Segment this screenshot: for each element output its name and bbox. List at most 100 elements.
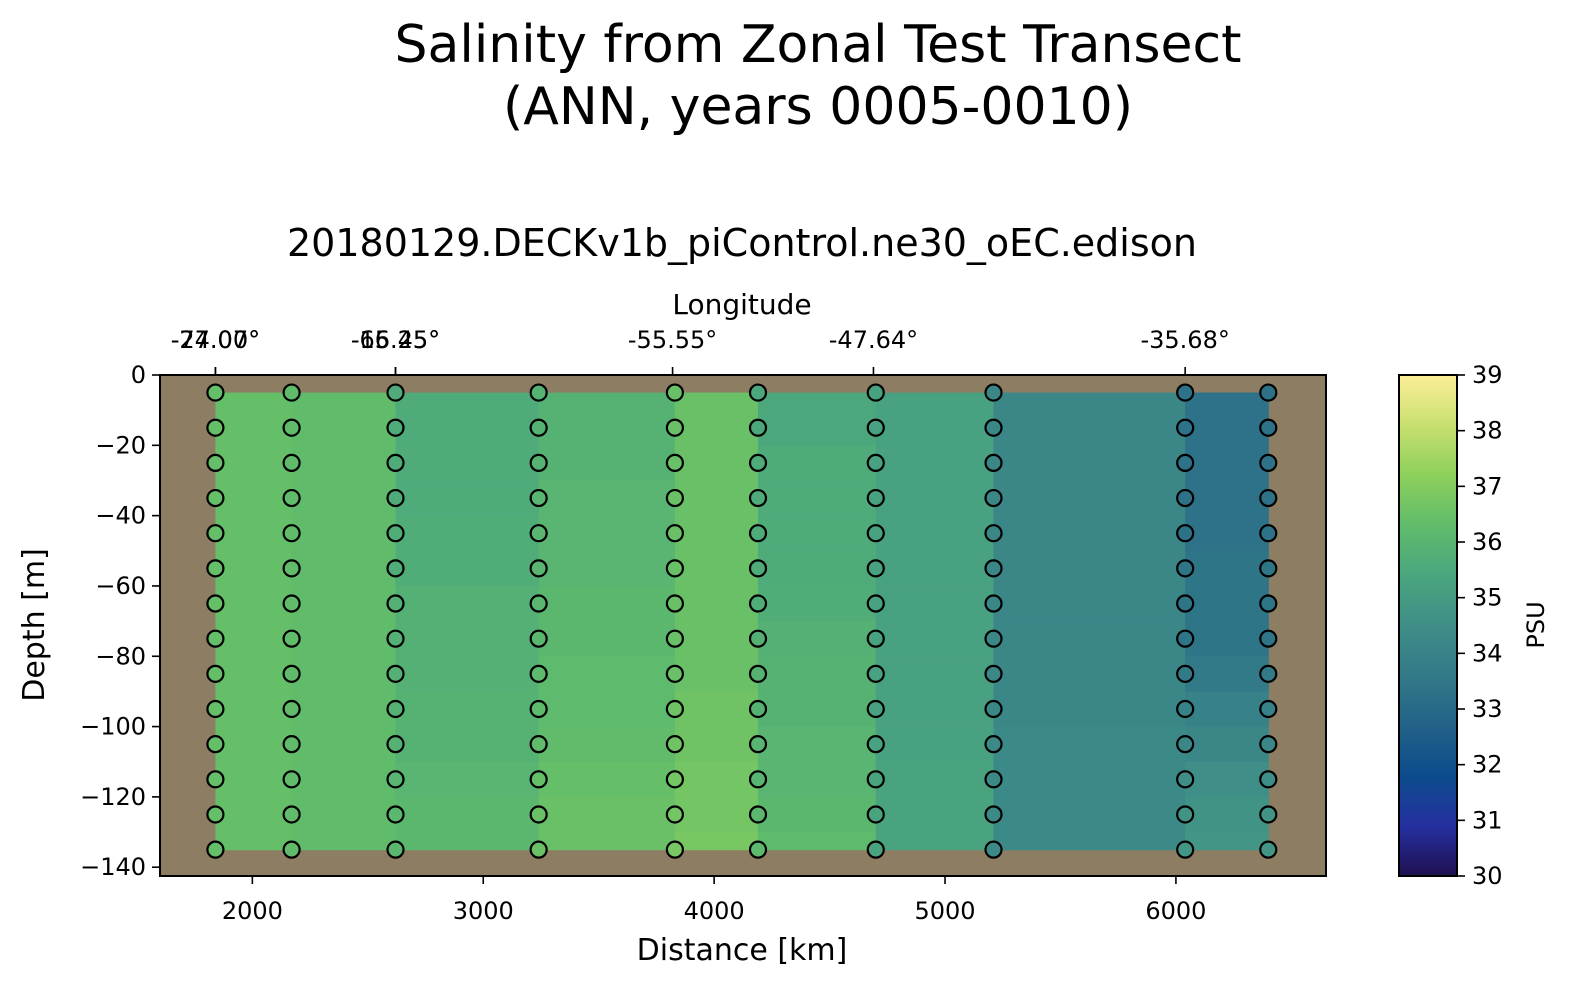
station-marker	[984, 418, 1003, 437]
station-marker	[529, 735, 548, 754]
salinity-cell	[674, 691, 759, 728]
station-marker	[282, 735, 301, 754]
x-axis: 2000 3000 4000 5000 6000	[222, 876, 1206, 925]
salinity-cell	[758, 761, 877, 798]
station-marker	[748, 805, 768, 824]
y-tick-label: −140	[80, 853, 146, 881]
station-marker	[866, 735, 885, 754]
colorbar: 30 31 32 33 34 35 36 37 38 39 PSU	[1398, 361, 1550, 890]
salinity-cell	[291, 621, 397, 657]
salinity-cell	[1185, 691, 1269, 728]
colorbar-tick-label: 30	[1472, 862, 1503, 890]
station-markers	[206, 383, 1278, 859]
station-marker	[206, 524, 225, 543]
station-marker	[206, 383, 225, 402]
salinity-cell	[674, 621, 759, 657]
salinity-cell	[758, 480, 877, 517]
y-tick-label: −20	[95, 431, 146, 459]
station-marker	[529, 453, 548, 472]
salinity-cell	[215, 585, 293, 622]
station-marker	[748, 488, 768, 508]
salinity-cell	[993, 392, 1186, 411]
salinity-cell	[538, 585, 676, 622]
station-marker	[866, 805, 885, 824]
station-marker	[866, 629, 885, 648]
station-marker	[1176, 383, 1195, 402]
station-marker	[386, 559, 405, 578]
salinity-cell	[674, 445, 759, 482]
station-marker	[386, 383, 405, 402]
salinity-cell	[875, 550, 995, 587]
station-marker	[386, 770, 405, 789]
salinity-cell	[875, 445, 995, 482]
salinity-cell	[215, 656, 293, 693]
salinity-cell	[215, 392, 293, 411]
station-marker	[1176, 488, 1195, 508]
station-marker	[866, 594, 885, 613]
salinity-cell	[395, 621, 540, 657]
y-axis-label: Depth [m]	[17, 548, 52, 702]
station-marker	[665, 840, 684, 859]
salinity-cell	[758, 445, 877, 482]
station-marker	[1259, 840, 1278, 859]
y-tick-label: −120	[80, 783, 146, 811]
salinity-cell	[1185, 480, 1269, 517]
station-marker	[1259, 418, 1278, 437]
station-marker	[866, 383, 885, 402]
station-marker	[206, 629, 225, 648]
station-marker	[665, 594, 684, 613]
salinity-cell	[395, 656, 540, 693]
salinity-cell	[758, 550, 877, 587]
station-marker	[984, 594, 1003, 613]
station-marker	[206, 699, 225, 719]
salinity-cell	[674, 761, 759, 798]
salinity-cell	[538, 796, 676, 833]
salinity-cell	[758, 585, 877, 622]
salinity-cell	[538, 480, 676, 517]
salinity-cell	[758, 392, 877, 411]
salinity-cell	[993, 761, 1186, 798]
salinity-cell	[875, 832, 995, 851]
station-marker	[386, 594, 405, 613]
station-marker	[529, 840, 548, 859]
station-marker	[206, 559, 225, 578]
station-marker	[1259, 383, 1278, 402]
station-marker	[665, 488, 684, 508]
salinity-cell	[395, 550, 540, 587]
station-marker	[748, 840, 768, 859]
salinity-cell	[395, 832, 540, 851]
salinity-cell	[875, 761, 995, 798]
station-marker	[665, 418, 684, 437]
salinity-cell	[395, 410, 540, 446]
top-axis-label: Longitude	[672, 288, 811, 321]
salinity-cell	[875, 656, 995, 693]
x-tick-label: 5000	[914, 897, 975, 925]
station-marker	[282, 488, 301, 508]
station-marker	[282, 699, 301, 719]
salinity-cell	[1185, 410, 1269, 446]
salinity-cell	[875, 410, 995, 446]
salinity-cell	[291, 796, 397, 833]
colorbar-tick-label: 31	[1472, 806, 1503, 834]
station-marker	[206, 664, 225, 683]
station-marker	[984, 664, 1003, 683]
salinity-cell	[993, 621, 1186, 657]
salinity-cell	[758, 621, 877, 657]
station-marker	[665, 383, 684, 402]
station-marker	[282, 453, 301, 472]
salinity-cell	[1185, 832, 1269, 851]
station-marker	[282, 805, 301, 824]
station-marker	[1176, 735, 1195, 754]
station-marker	[206, 735, 225, 754]
station-marker	[1259, 524, 1278, 543]
top-tick-label: -35.68°	[1140, 326, 1229, 354]
salinity-cell	[291, 585, 397, 622]
salinity-cell	[291, 726, 397, 763]
y-tick-label: −40	[95, 502, 146, 530]
salinity-cell	[538, 410, 676, 446]
station-marker	[984, 559, 1003, 578]
salinity-cell	[291, 656, 397, 693]
salinity-cells	[215, 392, 1269, 851]
top-tick-label: -15.45°	[351, 326, 440, 354]
station-marker	[866, 488, 885, 508]
